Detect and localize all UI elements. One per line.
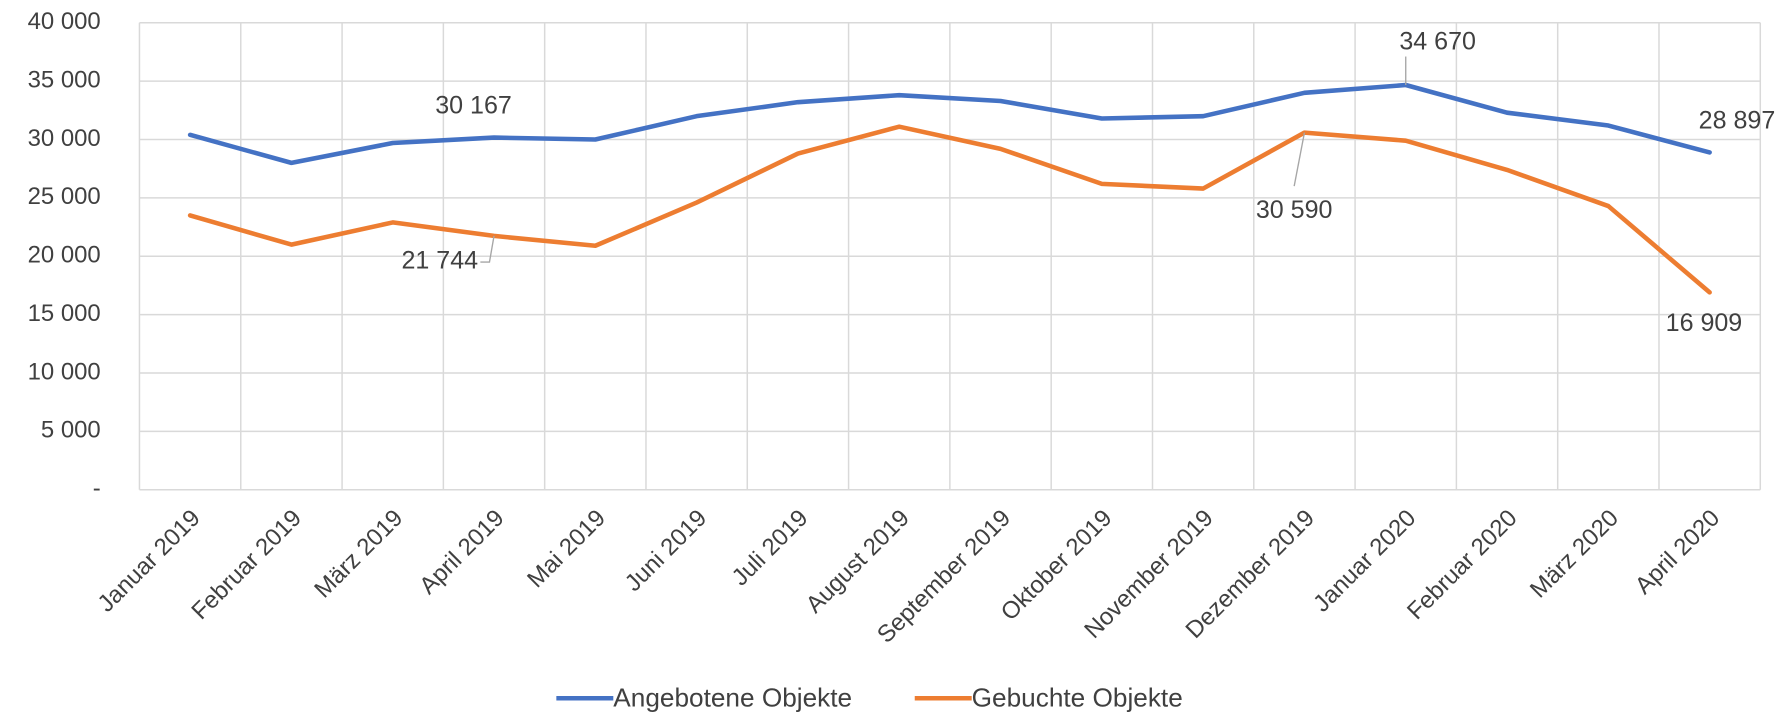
x-tick-label: Juni 2019 (620, 504, 712, 596)
y-tick-label: 40 000 (28, 8, 101, 35)
data-label: 28 897 (1699, 106, 1776, 134)
leader-line (1293, 132, 1306, 187)
legend-label: Angebotene Objekte (613, 682, 852, 712)
data-label: 34 670 (1399, 27, 1476, 55)
y-tick-label: 15 000 (28, 300, 101, 327)
x-tick-label: August 2019 (801, 504, 915, 618)
y-tick-label: 10 000 (28, 358, 101, 385)
x-tick-label: Januar 2019 (93, 504, 206, 617)
x-tick-label: April 2019 (414, 504, 509, 599)
line-series (187, 82, 1712, 166)
line-series (187, 124, 1712, 295)
x-tick-label: März 2019 (309, 504, 408, 603)
data-label: 30 590 (1256, 196, 1333, 224)
legend-label: Gebuchte Objekte (972, 682, 1183, 712)
y-tick-label: 20 000 (28, 242, 101, 269)
y-tick-label: 25 000 (28, 183, 101, 210)
y-tick-label: 30 000 (28, 125, 101, 152)
y-tick-label: 5 000 (41, 417, 101, 444)
x-tick-label: März 2020 (1525, 504, 1624, 603)
y-tick-label: - (93, 475, 101, 502)
y-tick-label: 35 000 (28, 66, 101, 93)
x-tick-label: April 2020 (1630, 504, 1725, 599)
data-label: 30 167 (435, 91, 512, 119)
x-tick-label: Juli 2019 (727, 504, 814, 591)
x-tick-label: Januar 2020 (1308, 504, 1421, 617)
data-label: 16 909 (1666, 309, 1743, 337)
x-tick-label: Mai 2019 (522, 504, 611, 593)
data-label: 21 744 (401, 247, 478, 275)
leader-line (480, 235, 495, 263)
